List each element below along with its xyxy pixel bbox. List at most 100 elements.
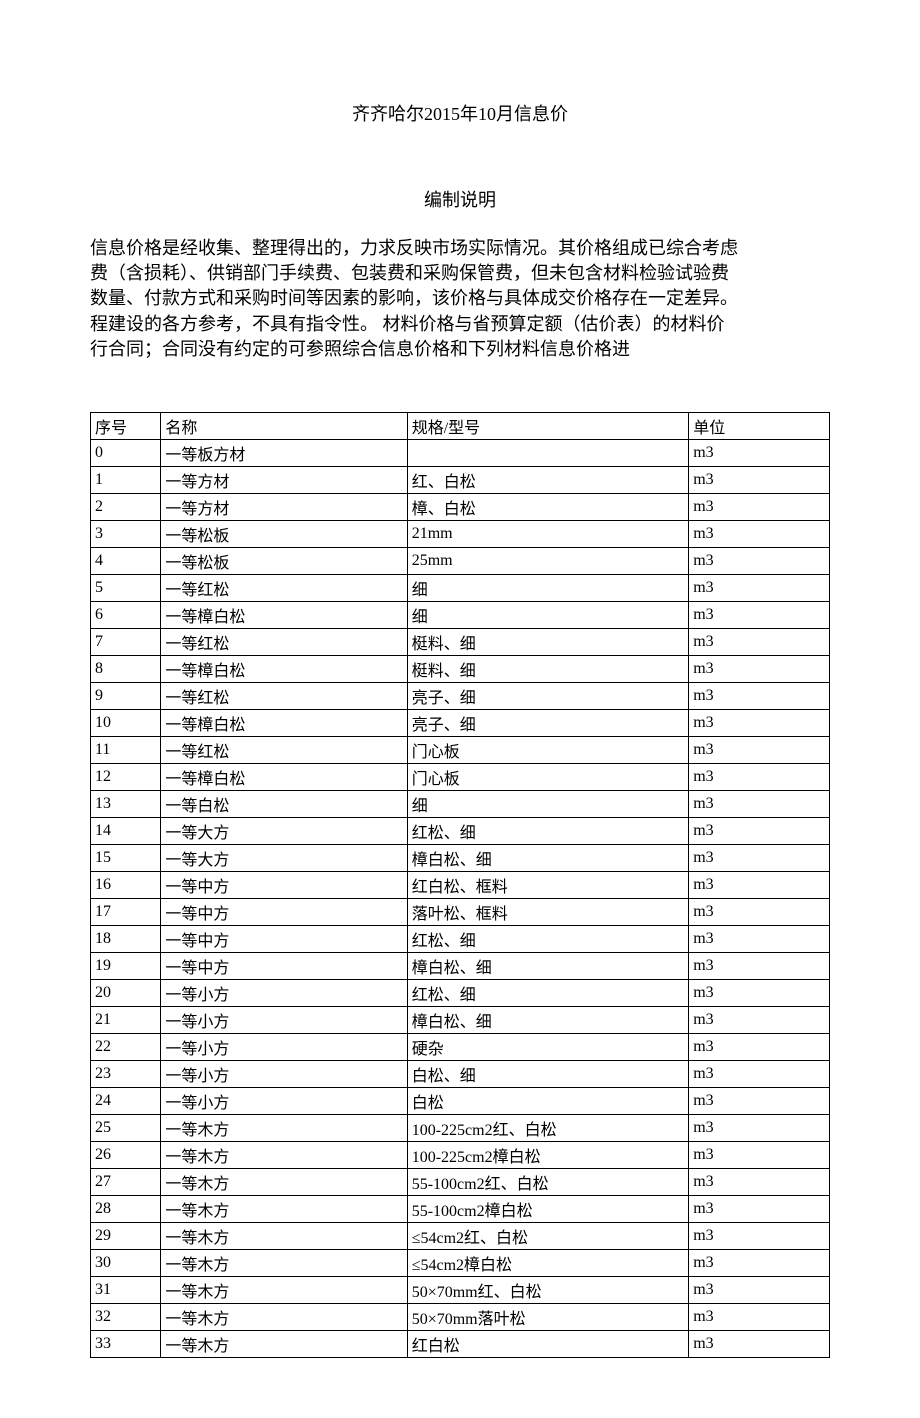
cell-seq: 6: [91, 601, 161, 628]
cell-name: 一等中方: [161, 952, 407, 979]
cell-spec: 白松、细: [407, 1060, 689, 1087]
cell-seq: 23: [91, 1060, 161, 1087]
table-row: 33一等木方红白松m3: [91, 1330, 830, 1357]
cell-spec: 红白松、框料: [407, 871, 689, 898]
table-row: 8一等樟白松梃料、细m3: [91, 655, 830, 682]
cell-seq: 26: [91, 1141, 161, 1168]
table-row: 13一等白松细m3: [91, 790, 830, 817]
cell-spec: 白松: [407, 1087, 689, 1114]
cell-name: 一等中方: [161, 898, 407, 925]
table-row: 16一等中方红白松、框料m3: [91, 871, 830, 898]
table-row: 5一等红松细m3: [91, 574, 830, 601]
cell-seq: 18: [91, 925, 161, 952]
cell-seq: 27: [91, 1168, 161, 1195]
cell-name: 一等白松: [161, 790, 407, 817]
cell-name: 一等小方: [161, 1060, 407, 1087]
cell-unit: m3: [689, 898, 830, 925]
cell-unit: m3: [689, 1276, 830, 1303]
cell-name: 一等樟白松: [161, 601, 407, 628]
cell-unit: m3: [689, 547, 830, 574]
cell-seq: 4: [91, 547, 161, 574]
table-row: 29一等木方≤54cm2红、白松m3: [91, 1222, 830, 1249]
cell-seq: 12: [91, 763, 161, 790]
cell-seq: 3: [91, 520, 161, 547]
cell-spec: 樟白松、细: [407, 952, 689, 979]
table-row: 23一等小方白松、细m3: [91, 1060, 830, 1087]
cell-spec: 梃料、细: [407, 655, 689, 682]
cell-unit: m3: [689, 1249, 830, 1276]
cell-name: 一等红松: [161, 682, 407, 709]
cell-unit: m3: [689, 1330, 830, 1357]
table-row: 30一等木方≤54cm2樟白松m3: [91, 1249, 830, 1276]
cell-spec: ≤54cm2樟白松: [407, 1249, 689, 1276]
description-line: 数量、付款方式和采购时间等因素的影响，该价格与具体成交价格存在一定差异。: [90, 286, 830, 311]
cell-name: 一等板方材: [161, 439, 407, 466]
cell-unit: m3: [689, 925, 830, 952]
cell-seq: 31: [91, 1276, 161, 1303]
cell-seq: 17: [91, 898, 161, 925]
cell-spec: 亮子、细: [407, 682, 689, 709]
cell-seq: 8: [91, 655, 161, 682]
cell-name: 一等小方: [161, 1033, 407, 1060]
cell-name: 一等木方: [161, 1330, 407, 1357]
cell-unit: m3: [689, 1087, 830, 1114]
cell-spec: 25mm: [407, 547, 689, 574]
cell-name: 一等方材: [161, 493, 407, 520]
cell-unit: m3: [689, 952, 830, 979]
cell-spec: 红、白松: [407, 466, 689, 493]
cell-spec: 门心板: [407, 736, 689, 763]
cell-seq: 1: [91, 466, 161, 493]
cell-unit: m3: [689, 1195, 830, 1222]
cell-seq: 33: [91, 1330, 161, 1357]
cell-unit: m3: [689, 1114, 830, 1141]
cell-unit: m3: [689, 601, 830, 628]
cell-seq: 19: [91, 952, 161, 979]
cell-name: 一等松板: [161, 547, 407, 574]
cell-name: 一等小方: [161, 1087, 407, 1114]
cell-name: 一等小方: [161, 979, 407, 1006]
cell-unit: m3: [689, 790, 830, 817]
table-row: 20一等小方红松、细m3: [91, 979, 830, 1006]
cell-unit: m3: [689, 871, 830, 898]
cell-seq: 0: [91, 439, 161, 466]
table-row: 22一等小方硬杂m3: [91, 1033, 830, 1060]
cell-spec: 50×70mm红、白松: [407, 1276, 689, 1303]
table-row: 21一等小方樟白松、细m3: [91, 1006, 830, 1033]
description-block: 信息价格是经收集、整理得出的，力求反映市场实际情况。其价格组成已综合考虑 费（含…: [90, 236, 830, 362]
cell-name: 一等木方: [161, 1141, 407, 1168]
cell-spec: 细: [407, 601, 689, 628]
cell-spec: 樟白松、细: [407, 1006, 689, 1033]
cell-unit: m3: [689, 466, 830, 493]
cell-name: 一等木方: [161, 1303, 407, 1330]
cell-spec: 门心板: [407, 763, 689, 790]
cell-spec: 落叶松、框料: [407, 898, 689, 925]
cell-seq: 25: [91, 1114, 161, 1141]
cell-seq: 7: [91, 628, 161, 655]
table-row: 0一等板方材m3: [91, 439, 830, 466]
cell-spec: 21mm: [407, 520, 689, 547]
price-table: 序号 名称 规格/型号 单位 0一等板方材m31一等方材红、白松m32一等方材樟…: [90, 412, 830, 1358]
cell-unit: m3: [689, 763, 830, 790]
table-header-row: 序号 名称 规格/型号 单位: [91, 412, 830, 439]
cell-seq: 2: [91, 493, 161, 520]
description-line: 程建设的各方参考，不具有指令性。 材料价格与省预算定额（估价表）的材料价: [90, 312, 830, 337]
cell-name: 一等小方: [161, 1006, 407, 1033]
cell-spec: 红白松: [407, 1330, 689, 1357]
cell-name: 一等中方: [161, 925, 407, 952]
cell-unit: m3: [689, 844, 830, 871]
cell-seq: 5: [91, 574, 161, 601]
cell-name: 一等大方: [161, 844, 407, 871]
table-row: 9一等红松亮子、细m3: [91, 682, 830, 709]
cell-spec: 细: [407, 574, 689, 601]
description-line: 信息价格是经收集、整理得出的，力求反映市场实际情况。其价格组成已综合考虑: [90, 236, 830, 261]
table-row: 27一等木方55-100cm2红、白松m3: [91, 1168, 830, 1195]
cell-spec: 樟白松、细: [407, 844, 689, 871]
cell-name: 一等木方: [161, 1168, 407, 1195]
cell-spec: 红松、细: [407, 979, 689, 1006]
cell-spec: 樟、白松: [407, 493, 689, 520]
cell-spec: 50×70mm落叶松: [407, 1303, 689, 1330]
cell-spec: 硬杂: [407, 1033, 689, 1060]
cell-name: 一等木方: [161, 1195, 407, 1222]
cell-name: 一等木方: [161, 1276, 407, 1303]
cell-unit: m3: [689, 655, 830, 682]
